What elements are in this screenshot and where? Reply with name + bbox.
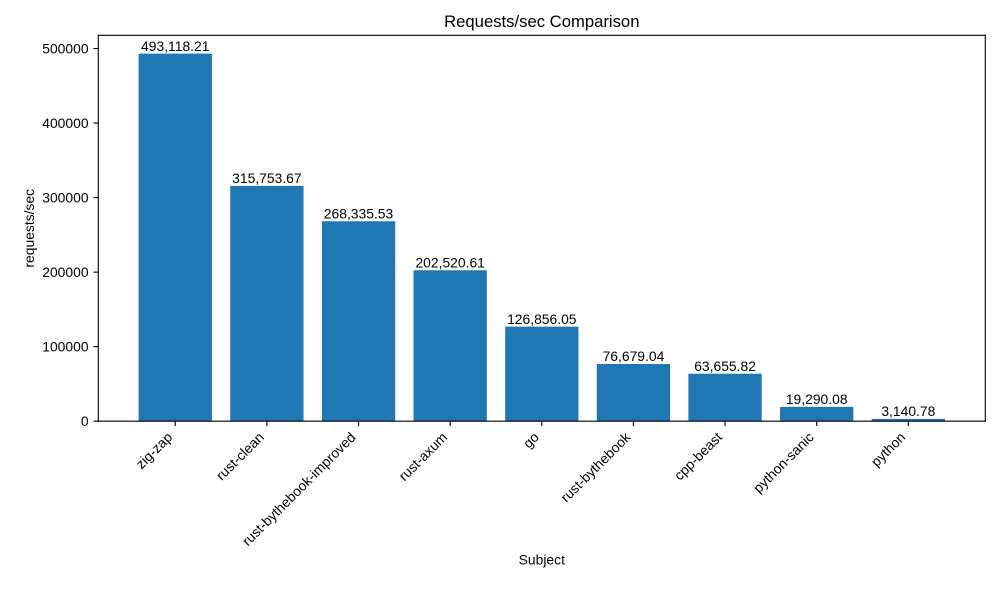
svg-text:300000: 300000 bbox=[42, 190, 89, 206]
svg-text:63,655.82: 63,655.82 bbox=[694, 358, 756, 374]
svg-text:315,753.67: 315,753.67 bbox=[232, 170, 302, 186]
svg-text:Requests/sec Comparison: Requests/sec Comparison bbox=[444, 12, 639, 31]
svg-text:268,335.53: 268,335.53 bbox=[324, 205, 394, 221]
svg-text:200000: 200000 bbox=[42, 264, 89, 280]
svg-text:500000: 500000 bbox=[42, 41, 89, 57]
svg-text:400000: 400000 bbox=[42, 115, 89, 131]
svg-text:3,140.78: 3,140.78 bbox=[881, 403, 935, 419]
svg-text:19,290.08: 19,290.08 bbox=[786, 391, 848, 407]
svg-text:493,118.21: 493,118.21 bbox=[141, 38, 210, 54]
svg-text:202,520.61: 202,520.61 bbox=[415, 254, 485, 270]
svg-text:0: 0 bbox=[81, 413, 89, 429]
svg-text:126,856.05: 126,856.05 bbox=[507, 311, 577, 327]
svg-text:76,679.04: 76,679.04 bbox=[603, 348, 665, 364]
svg-text:100000: 100000 bbox=[42, 339, 89, 355]
svg-text:Subject: Subject bbox=[519, 551, 565, 567]
svg-text:requests/sec: requests/sec bbox=[21, 189, 37, 268]
